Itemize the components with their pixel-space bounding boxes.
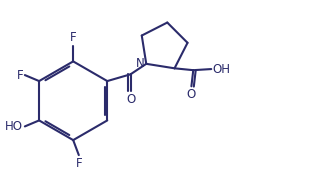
Text: F: F <box>17 69 23 82</box>
Text: O: O <box>187 88 196 101</box>
Text: HO: HO <box>5 120 23 133</box>
Text: OH: OH <box>212 62 230 76</box>
Text: N: N <box>135 57 144 70</box>
Text: F: F <box>70 31 77 44</box>
Text: F: F <box>76 157 82 170</box>
Text: O: O <box>126 93 135 106</box>
